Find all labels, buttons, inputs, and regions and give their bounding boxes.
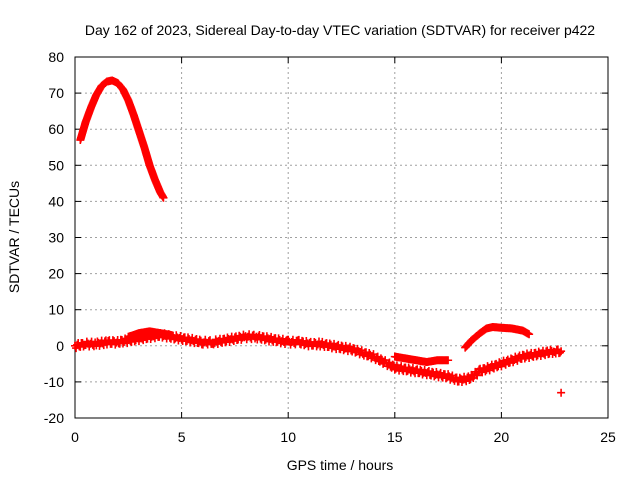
data-point: [444, 356, 453, 365]
y-tick-labels: -20 -10 0 10 20 30 40 50 60 70 80: [44, 49, 64, 426]
y-tick-label: 60: [48, 121, 64, 137]
y-tick-label: 80: [48, 49, 64, 65]
data-point: [473, 371, 482, 380]
y-tick-label: -10: [44, 374, 64, 390]
data-point: [557, 388, 566, 397]
y-tick-label: 10: [48, 302, 64, 318]
x-tick-label: 20: [494, 429, 510, 445]
y-tick-label: 20: [48, 266, 64, 282]
data-points: [71, 76, 566, 397]
data-point: [166, 330, 175, 339]
y-tick-label: 0: [56, 338, 64, 354]
data-point: [556, 348, 565, 357]
y-tick-label: 30: [48, 230, 64, 246]
x-tick-label: 25: [600, 429, 616, 445]
data-point: [159, 193, 168, 202]
x-axis-label: GPS time / hours: [287, 457, 394, 473]
data-point: [376, 354, 385, 363]
grid: [75, 57, 608, 418]
y-tick-label: 40: [48, 193, 64, 209]
y-tick-label: 70: [48, 85, 64, 101]
x-tick-label: 0: [71, 429, 79, 445]
data-point: [557, 347, 566, 356]
y-tick-label: -20: [44, 410, 64, 426]
x-tick-label: 15: [387, 429, 403, 445]
x-tick-label: 5: [178, 429, 186, 445]
y-tick-label: 50: [48, 157, 64, 173]
x-tick-label: 10: [280, 429, 296, 445]
data-point: [525, 330, 534, 339]
y-axis-label: SDTVAR / TECUs: [6, 181, 22, 293]
chart-title: Day 162 of 2023, Sidereal Day-to-day VTE…: [85, 22, 595, 38]
x-tick-labels: 0 5 10 15 20 25: [71, 429, 616, 445]
